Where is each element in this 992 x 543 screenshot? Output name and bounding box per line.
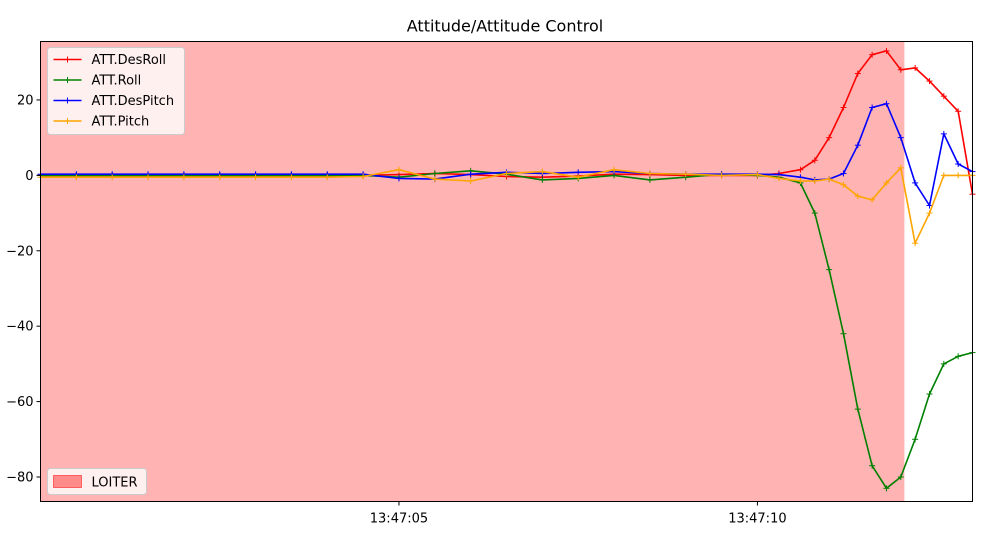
y-tick-label: −60 bbox=[6, 395, 33, 410]
data-point bbox=[955, 353, 962, 360]
data-point bbox=[840, 181, 847, 188]
data-point bbox=[955, 108, 962, 115]
mode-legend-label: LOITER bbox=[92, 476, 138, 491]
data-point bbox=[883, 485, 890, 492]
data-point bbox=[797, 178, 804, 185]
data-point bbox=[431, 176, 438, 183]
legend-label: ATT.DesPitch bbox=[92, 94, 175, 109]
data-point bbox=[883, 47, 890, 54]
data-point bbox=[912, 179, 919, 186]
data-point bbox=[955, 161, 962, 168]
legend-entry: ATT.DesPitch bbox=[53, 94, 175, 109]
y-tick-label: 0 bbox=[25, 169, 33, 184]
data-point bbox=[854, 193, 861, 200]
data-point bbox=[775, 175, 782, 182]
data-point bbox=[940, 172, 947, 179]
data-point bbox=[854, 142, 861, 149]
data-point bbox=[897, 66, 904, 73]
data-point bbox=[883, 179, 890, 186]
chart-title: Attitude/Attitude Control bbox=[407, 17, 603, 36]
data-point bbox=[811, 178, 818, 185]
data-point bbox=[897, 134, 904, 141]
data-point bbox=[109, 174, 116, 181]
data-point bbox=[646, 176, 653, 183]
data-point bbox=[180, 174, 187, 181]
data-point bbox=[288, 174, 295, 181]
data-point bbox=[883, 100, 890, 107]
data-point bbox=[826, 266, 833, 273]
x-tick-label: 13:47:05 bbox=[370, 512, 428, 527]
data-point bbox=[324, 174, 331, 181]
data-point bbox=[503, 170, 510, 177]
legend-entry: ATT.DesRoll bbox=[53, 53, 167, 68]
data-point bbox=[252, 174, 259, 181]
data-point bbox=[539, 176, 546, 183]
data-point bbox=[854, 406, 861, 413]
legend-label: ATT.Roll bbox=[92, 74, 142, 89]
plot-frame bbox=[40, 41, 973, 502]
mode-legend: LOITER bbox=[47, 468, 147, 495]
y-tick-label: −20 bbox=[6, 244, 33, 259]
data-point bbox=[940, 93, 947, 100]
data-point bbox=[467, 178, 474, 185]
y-tick-label: −40 bbox=[6, 320, 33, 335]
data-point bbox=[912, 64, 919, 71]
data-point bbox=[940, 360, 947, 367]
data-point bbox=[840, 330, 847, 337]
data-point bbox=[955, 172, 962, 179]
data-point bbox=[826, 134, 833, 141]
data-point bbox=[926, 202, 933, 209]
data-point bbox=[811, 157, 818, 164]
mode-legend-entry: LOITER bbox=[53, 475, 138, 491]
data-point bbox=[840, 170, 847, 177]
data-point bbox=[912, 436, 919, 443]
data-point bbox=[395, 166, 402, 173]
data-point bbox=[431, 170, 438, 177]
legend-entry: ATT.Roll bbox=[53, 74, 142, 89]
data-point bbox=[754, 171, 761, 178]
data-point bbox=[575, 174, 582, 181]
data-point bbox=[926, 391, 933, 398]
y-tick-label: −80 bbox=[6, 470, 33, 485]
data-point bbox=[897, 473, 904, 480]
data-point bbox=[797, 166, 804, 173]
data-point bbox=[216, 174, 223, 181]
legend-box bbox=[47, 47, 185, 135]
data-point bbox=[840, 104, 847, 111]
data-point bbox=[912, 240, 919, 247]
series-layer bbox=[37, 47, 976, 492]
data-point bbox=[926, 78, 933, 85]
x-tick-label: 13:47:10 bbox=[728, 512, 786, 527]
legend-label: ATT.Pitch bbox=[92, 115, 150, 130]
data-point bbox=[854, 70, 861, 77]
data-point bbox=[682, 171, 689, 178]
data-point bbox=[539, 168, 546, 175]
data-point bbox=[467, 171, 474, 178]
data-point bbox=[811, 210, 818, 217]
data-point bbox=[360, 173, 367, 180]
data-point bbox=[646, 170, 653, 177]
data-point bbox=[145, 174, 152, 181]
data-point bbox=[826, 176, 833, 183]
series-legend: ATT.DesRoll ATT.Roll ATT.DesPitch ATT.Pitch bbox=[47, 47, 185, 135]
axes-layer: 20 0 −20 −40 −60 −80 13:47:05 13:47:10 bbox=[6, 93, 787, 526]
data-point bbox=[869, 51, 876, 58]
data-point bbox=[869, 196, 876, 203]
series-att-pitch bbox=[37, 164, 976, 247]
y-tick-label: 20 bbox=[17, 93, 34, 108]
data-point bbox=[869, 104, 876, 111]
mode-legend-swatch bbox=[53, 475, 82, 488]
data-point bbox=[926, 210, 933, 217]
data-point bbox=[611, 166, 618, 173]
legend-label: ATT.DesRoll bbox=[92, 53, 167, 68]
data-point bbox=[395, 175, 402, 182]
data-point bbox=[73, 174, 80, 181]
data-point bbox=[897, 164, 904, 171]
data-point bbox=[869, 462, 876, 469]
legend-entry: ATT.Pitch bbox=[53, 115, 150, 130]
data-point bbox=[940, 130, 947, 137]
data-point bbox=[718, 172, 725, 179]
